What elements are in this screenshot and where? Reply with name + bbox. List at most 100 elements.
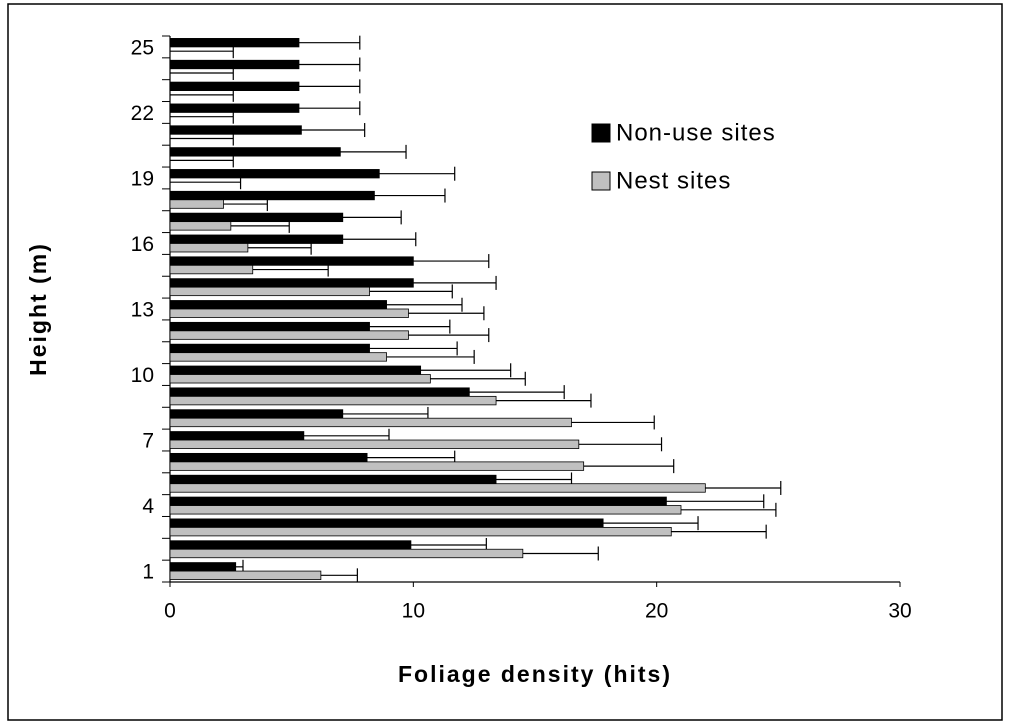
error-bar [170,175,242,190]
bar [169,409,344,419]
error-bar [230,218,290,233]
bar [169,474,497,485]
x-tick-label: 0 [164,600,176,623]
bar [169,221,232,231]
error-bar [578,437,663,452]
x-axis-title: Foliage density (hits) [398,661,672,687]
bar [169,190,375,201]
bar [169,461,585,471]
bar [169,343,370,354]
error-bar [681,502,777,517]
bar [169,125,302,135]
y-tick-label: 22 [131,102,154,125]
bar [169,278,414,288]
bar [169,330,409,340]
bar [169,300,387,310]
error-bar [420,363,512,378]
error-bar [298,79,361,94]
bar [169,527,672,537]
bar [169,38,300,48]
bar [169,234,344,244]
bar [169,387,470,397]
bar [169,59,300,70]
error-bar [170,131,234,146]
legend-swatch [591,171,611,191]
chart-frame [7,3,1003,721]
legend-swatch [591,123,611,143]
y-tick-label: 7 [142,430,154,453]
bar [169,147,341,157]
error-bar [369,319,451,334]
x-tick-label: 20 [645,600,668,623]
x-tick-label: 30 [888,600,911,623]
error-bar [252,262,329,277]
error-bar [469,385,565,400]
y-tick-label: 1 [142,561,154,584]
bar [169,483,706,493]
y-tick-label: 4 [142,495,154,518]
error-bar [413,254,490,269]
error-bar [369,284,453,299]
bar [169,264,254,275]
legend-label: Nest sites [616,167,731,194]
bar [169,570,322,580]
legend-label: Non-use sites [616,119,776,146]
bar [169,212,344,223]
bar [169,431,305,441]
bar [169,518,604,528]
error-bar [320,568,358,583]
bar [169,417,572,428]
error-bar [298,57,361,72]
bar [169,439,580,449]
error-bar [522,546,599,561]
error-bar [374,188,446,203]
error-bar [430,371,526,386]
bar [169,540,412,550]
bar [169,169,380,179]
error-bar [223,197,268,212]
y-tick-label: 16 [131,233,154,256]
bar [169,308,409,318]
bar [169,243,249,253]
bar [169,103,300,113]
error-bar [170,109,234,124]
bar [169,352,387,362]
error-bar [170,153,234,168]
error-bar [583,459,675,474]
error-bar [408,328,490,343]
bar [169,562,237,572]
bar [169,256,414,266]
y-tick-label: 10 [131,364,154,387]
y-tick-label: 19 [131,168,154,191]
bar [169,81,300,91]
bar [169,496,667,506]
error-bar [170,66,234,81]
error-bar [170,44,234,59]
error-bar [705,480,782,495]
error-bar [603,516,699,531]
error-bar [342,210,402,225]
bar [169,452,368,463]
error-bar [369,341,458,356]
bar [169,286,370,297]
error-bar [496,393,592,408]
x-tick-label: 10 [402,600,425,623]
bar [169,548,524,559]
error-bar [386,297,463,312]
error-bar [247,240,312,255]
bar [169,321,370,332]
bar [169,199,224,209]
error-bar [298,35,361,50]
error-bar [342,232,417,247]
bar [169,505,682,515]
error-bar [340,144,407,159]
y-axis-title: Height (m) [25,242,51,376]
error-bar [666,494,765,509]
error-bar [301,123,366,138]
bar [169,395,497,406]
error-bar [386,349,475,364]
error-bar [170,87,234,102]
error-bar [298,101,361,116]
error-bar [571,415,655,430]
